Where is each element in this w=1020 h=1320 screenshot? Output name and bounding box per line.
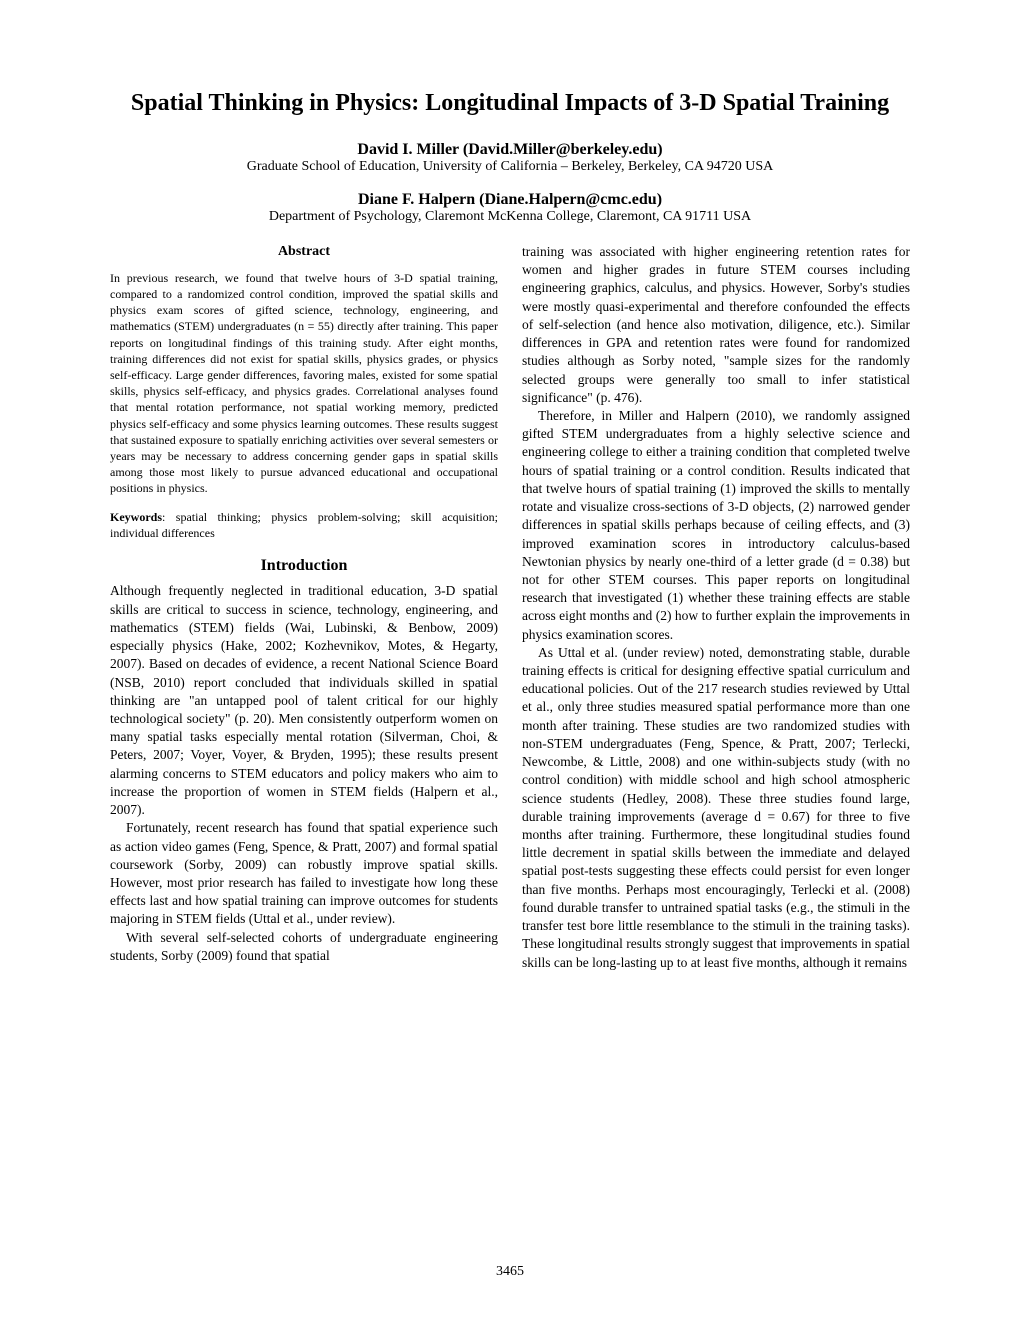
abstract-text: In previous research, we found that twel… bbox=[110, 270, 498, 497]
paper-title: Spatial Thinking in Physics: Longitudina… bbox=[110, 90, 910, 117]
right-para-3: As Uttal et al. (under review) noted, de… bbox=[522, 644, 910, 972]
keywords-text: : spatial thinking; physics problem-solv… bbox=[110, 510, 498, 540]
abstract-heading: Abstract bbox=[110, 243, 498, 262]
author-name-2: Diane F. Halpern (Diane.Halpern@cmc.edu) bbox=[110, 191, 910, 209]
author-affiliation-1: Graduate School of Education, University… bbox=[110, 159, 910, 175]
left-column: Abstract In previous research, we found … bbox=[110, 243, 498, 972]
author-affiliation-2: Department of Psychology, Claremont McKe… bbox=[110, 209, 910, 225]
introduction-heading: Introduction bbox=[110, 555, 498, 577]
author-block-1: David I. Miller (David.Miller@berkeley.e… bbox=[110, 141, 910, 175]
keywords-label: Keywords bbox=[110, 510, 162, 524]
page-number: 3465 bbox=[496, 1264, 524, 1280]
right-para-1: training was associated with higher engi… bbox=[522, 243, 910, 407]
two-column-layout: Abstract In previous research, we found … bbox=[110, 243, 910, 972]
intro-para-2: Fortunately, recent research has found t… bbox=[110, 819, 498, 928]
intro-para-3: With several self-selected cohorts of un… bbox=[110, 929, 498, 965]
intro-para-1: Although frequently neglected in traditi… bbox=[110, 582, 498, 819]
author-name-1: David I. Miller (David.Miller@berkeley.e… bbox=[110, 141, 910, 159]
right-column: training was associated with higher engi… bbox=[522, 243, 910, 972]
keywords-line: Keywords: spatial thinking; physics prob… bbox=[110, 509, 498, 541]
author-block-2: Diane F. Halpern (Diane.Halpern@cmc.edu)… bbox=[110, 191, 910, 225]
right-para-2: Therefore, in Miller and Halpern (2010),… bbox=[522, 407, 910, 644]
